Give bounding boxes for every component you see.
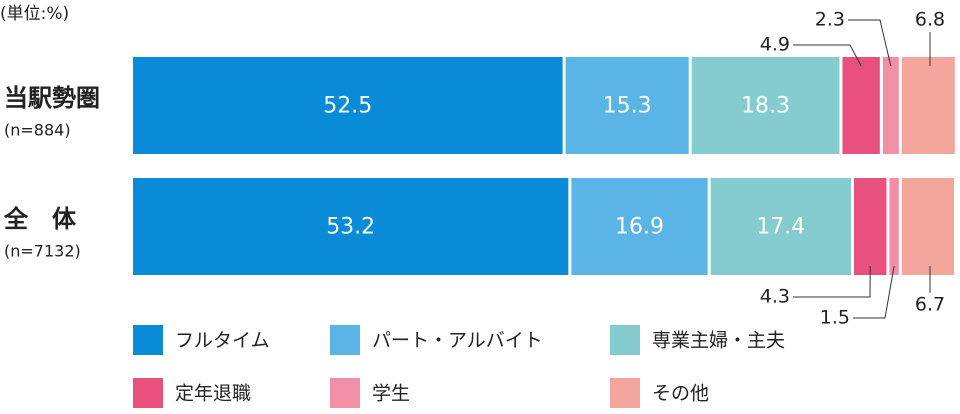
legend-swatch <box>330 325 360 355</box>
value-label: 6.7 <box>915 294 945 316</box>
value-label: 4.9 <box>760 34 790 56</box>
legend-swatch <box>133 378 163 408</box>
legend-label: 専業主婦・主夫 <box>652 330 785 352</box>
leader-line <box>793 44 862 67</box>
legend-swatch <box>133 325 163 355</box>
value-label: 17.4 <box>756 215 805 240</box>
legend-label: 定年退職 <box>175 383 251 405</box>
category-label: 全 体 <box>3 205 77 233</box>
category-note: (n=7132) <box>4 242 81 261</box>
bar-segment <box>133 57 563 154</box>
bar-segment <box>842 57 880 154</box>
value-label: 6.8 <box>915 9 945 31</box>
value-label: 16.9 <box>615 215 664 240</box>
value-label: 1.5 <box>820 307 850 329</box>
value-label: 15.3 <box>603 94 652 119</box>
bar-segment <box>901 57 955 154</box>
category-label: 当駅勢圏 <box>4 84 100 112</box>
legend-label: フルタイム <box>175 330 270 352</box>
value-label: 2.3 <box>815 9 845 31</box>
leader-line <box>793 265 871 298</box>
bar-segment <box>854 178 887 275</box>
category-note: (n=884) <box>4 121 71 140</box>
value-label: 18.3 <box>741 94 790 119</box>
bar-segment <box>710 178 851 275</box>
legend-swatch <box>330 378 360 408</box>
legend-swatch <box>610 378 640 408</box>
leader-line <box>853 265 895 319</box>
bar-segment <box>571 178 708 275</box>
legend-label: パート・アルバイト <box>372 330 543 352</box>
bar-segment <box>133 178 569 275</box>
bar-segment <box>901 178 954 275</box>
bar-segment <box>882 57 899 154</box>
value-label: 53.2 <box>326 215 375 240</box>
bar-segment <box>889 178 899 275</box>
unit-label: (単位:%) <box>0 4 69 24</box>
legend-label: 学生 <box>372 383 410 405</box>
value-label: 4.3 <box>760 286 790 308</box>
legend-label: その他 <box>652 383 709 405</box>
bar-segment <box>565 57 689 154</box>
value-label: 52.5 <box>323 94 372 119</box>
leader-line <box>848 19 892 67</box>
bar-segment <box>691 57 840 154</box>
legend-swatch <box>610 325 640 355</box>
